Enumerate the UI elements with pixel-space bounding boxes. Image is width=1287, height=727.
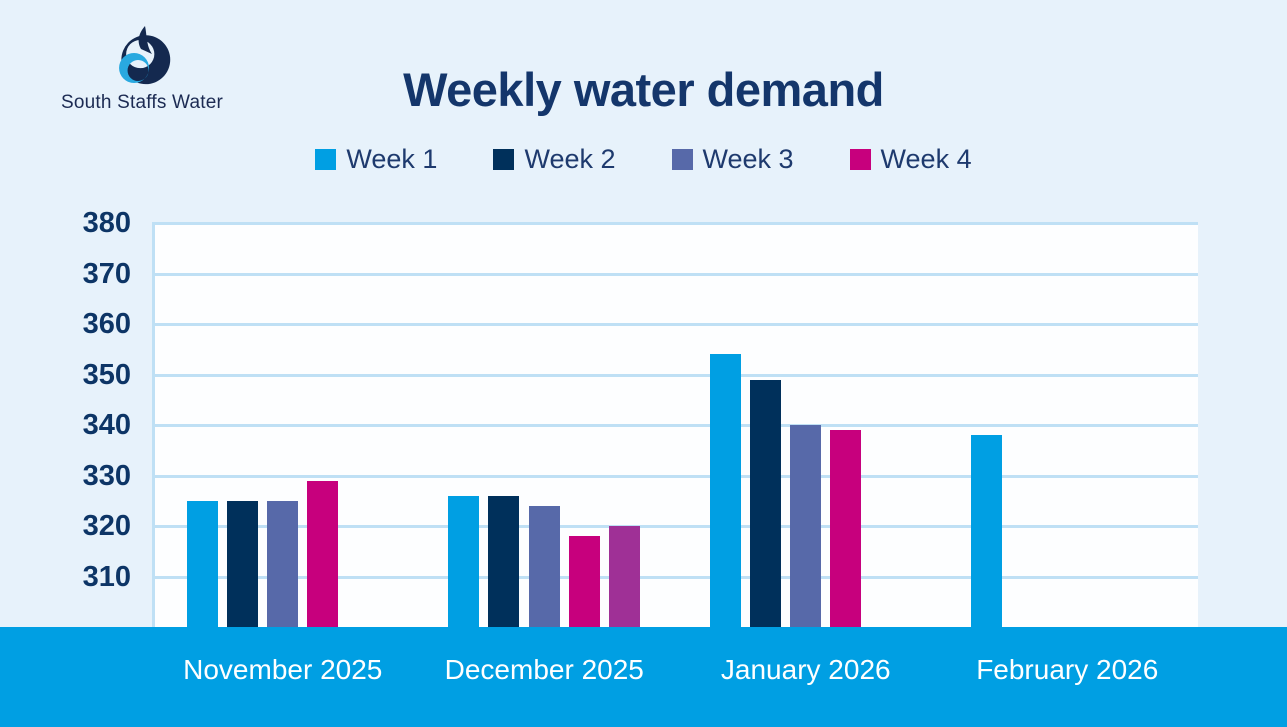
legend-label-week-2: Week 2 (524, 144, 616, 174)
bar-december-2025-week-1 (448, 495, 479, 627)
bar-december-2025-week-2 (488, 495, 520, 627)
y-tick-310: 310 (82, 560, 131, 593)
plot-area (152, 222, 1198, 627)
bar-january-2026-week-2 (749, 379, 781, 627)
bar-december-2025-week-3 (528, 505, 560, 627)
legend-swatch-week-3 (671, 149, 693, 170)
gridline-380 (152, 222, 1198, 225)
legend-swatch-week-2 (493, 149, 515, 170)
bar-january-2026-week-3 (790, 425, 822, 627)
y-tick-320: 320 (82, 510, 131, 542)
x-label-february-2026: February 2026 (976, 654, 1159, 685)
bar-december-2025-week-5 (609, 526, 641, 627)
legend-label-week-3: Week 3 (702, 144, 794, 174)
gridline-310 (152, 575, 1198, 579)
bar-november-2025-week-2 (226, 500, 258, 627)
y-tick-380: 380 (82, 207, 131, 239)
legend-item-week-3: Week 3 (671, 144, 794, 175)
x-label-january-2026: January 2026 (720, 654, 891, 685)
x-label-november-2025: November 2025 (183, 654, 383, 685)
bar-november-2025-week-4 (307, 480, 339, 627)
logo: South Staffs Water (58, 26, 226, 114)
water-drop-logo-icon (119, 26, 171, 85)
chart-title: Weekly water demand (403, 63, 884, 116)
x-label-december-2025: December 2025 (444, 654, 644, 685)
legend-swatch-week-4 (849, 149, 871, 170)
bar-december-2025-week-4 (568, 536, 600, 627)
gridline-370 (152, 272, 1198, 276)
gridline-320 (152, 525, 1198, 528)
bar-february-2026-week-1 (971, 435, 1002, 627)
y-tick-370: 370 (82, 257, 131, 290)
legend-item-week-2: Week 2 (493, 144, 616, 175)
gridline-340 (152, 424, 1198, 427)
bar-november-2025-week-3 (267, 500, 299, 627)
gridline-350 (152, 373, 1198, 377)
y-tick-350: 350 (82, 358, 131, 391)
logo-text: South Staffs Water (60, 92, 223, 113)
bar-november-2025-week-1 (186, 500, 218, 627)
chart-legend: Week 1 Week 2 Week 3 Week 4 (0, 144, 1287, 175)
y-tick-340: 340 (82, 409, 131, 441)
legend-item-week-1: Week 1 (315, 144, 437, 175)
y-tick-330: 330 (82, 459, 131, 492)
x-axis-band: November 2025 December 2025 January 2026 Fe… (0, 627, 1287, 727)
gridline-330 (152, 474, 1198, 478)
legend-item-week-4: Week 4 (849, 144, 972, 175)
legend-label-week-4: Week 4 (880, 144, 972, 174)
legend-swatch-week-1 (315, 149, 337, 170)
bar-january-2026-week-1 (709, 354, 741, 627)
legend-label-week-1: Week 1 (346, 144, 438, 174)
bar-january-2026-week-4 (830, 430, 862, 627)
gridline-360 (152, 323, 1198, 326)
y-tick-360: 360 (82, 308, 131, 340)
